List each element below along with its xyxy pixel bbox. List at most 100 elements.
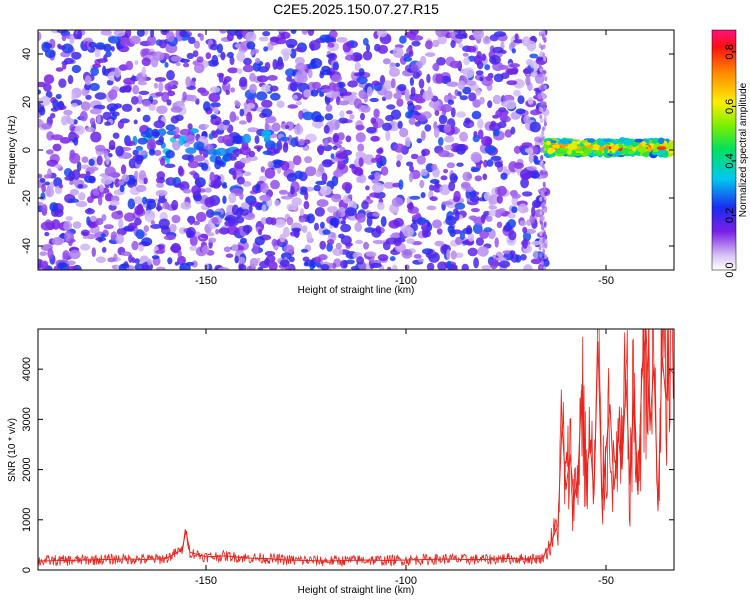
spectrogram-cell <box>225 89 230 96</box>
spectrogram-cell <box>246 102 256 109</box>
spectrogram-cell <box>469 194 480 203</box>
spectrogram-cell <box>278 189 288 195</box>
spectrogram-cell <box>542 248 546 254</box>
spectrogram-cell <box>362 50 373 61</box>
spectrogram-cell <box>490 120 496 127</box>
spectrogram-cell <box>542 167 546 173</box>
spectrogram-cell <box>541 126 545 132</box>
spectrogram-cell <box>131 240 139 251</box>
spectrogram-cell <box>291 227 302 232</box>
spectrogram-cell <box>264 167 276 179</box>
spectrogram-cell <box>345 207 357 217</box>
spectrogram-cell <box>436 228 443 235</box>
spectrogram-cell <box>193 141 205 151</box>
spectrogram-cell <box>541 30 545 34</box>
spectrogram-cell <box>368 174 376 180</box>
spectrogram-cell <box>376 30 388 38</box>
spectrogram-cell <box>280 31 291 39</box>
spectrogram-cell <box>262 30 271 37</box>
spectrogram-cell <box>67 74 74 85</box>
spectrogram-cell <box>216 176 222 181</box>
spectrogram-cell <box>421 223 428 231</box>
spectrogram-x-tick-label: -100 <box>395 275 417 287</box>
spectrogram-cell <box>540 90 544 96</box>
spectrogram-cell <box>46 149 54 155</box>
spectrogram-cell <box>131 96 139 105</box>
spectrogram-cell <box>527 147 534 156</box>
spectrogram-cell <box>459 95 468 101</box>
spectrogram-cell <box>89 108 102 115</box>
spectrogram-cell <box>329 262 334 269</box>
spectrogram-cell <box>440 104 452 113</box>
spectrogram-cell <box>131 257 136 264</box>
spectrogram-cell <box>358 157 364 167</box>
spectrogram-cell <box>585 145 594 149</box>
spectrogram-cell <box>240 202 249 210</box>
spectrogram-cell <box>420 192 426 199</box>
spectrogram-cell <box>259 194 271 202</box>
spectrogram-cell <box>488 209 497 217</box>
spectrogram-cell <box>138 170 147 181</box>
spectrogram-cell <box>438 114 448 125</box>
spectrogram-cell <box>271 159 284 169</box>
spectrogram-cell <box>189 94 197 102</box>
spectrogram-cell <box>218 227 230 235</box>
spectrogram-cell <box>110 46 115 52</box>
spectrogram-cell <box>206 232 215 237</box>
spectrogram-cell <box>151 255 160 260</box>
spectrogram-cell <box>319 240 327 250</box>
spectrogram-cell <box>67 265 79 270</box>
spectrogram-cell <box>215 228 220 235</box>
spectrogram-cell <box>405 111 413 119</box>
spectrogram-cell <box>296 74 308 84</box>
spectrogram-cell <box>492 46 504 54</box>
spectrogram-cell <box>108 140 116 150</box>
spectrogram-cell <box>262 150 273 156</box>
spectrogram-cell <box>510 126 516 135</box>
spectrogram-cell <box>45 91 53 99</box>
spectrogram-cell <box>506 80 518 86</box>
spectrogram-cell <box>301 30 308 35</box>
snr-y-tick-label: 3000 <box>21 407 33 431</box>
spectrogram-cell <box>327 42 335 48</box>
spectrogram-cell <box>84 75 92 86</box>
spectrogram-cell <box>304 156 313 164</box>
spectrogram-cell <box>124 212 135 222</box>
spectrogram-cell <box>227 67 239 74</box>
spectrogram-cell <box>282 142 289 153</box>
spectrogram-cell <box>116 210 123 215</box>
spectrogram-cell <box>92 189 99 194</box>
spectrogram-cell <box>337 159 346 170</box>
spectrogram-cell <box>179 128 192 136</box>
spectrogram-cell <box>399 35 407 44</box>
spectrogram-cell <box>94 92 107 100</box>
spectrogram-cell <box>521 142 533 148</box>
spectrogram-cell <box>203 101 211 112</box>
spectrogram-cell <box>235 101 241 108</box>
spectrogram-cell <box>429 196 438 202</box>
spectrogram-cell <box>171 214 181 224</box>
spectrogram-cell <box>90 131 102 143</box>
spectrogram-cell <box>204 263 210 270</box>
spectrogram-cell <box>69 152 81 164</box>
spectrogram-cell <box>103 43 112 52</box>
spectrogram-cell <box>160 157 166 166</box>
spectrogram-cell <box>603 138 613 142</box>
spectrogram-cell <box>174 183 185 188</box>
snr-y-axis-label: SNR (10 * v/v) <box>7 418 18 482</box>
spectrogram-cell <box>542 201 546 207</box>
spectrogram-cell <box>409 50 414 57</box>
spectrogram-cell <box>242 133 252 144</box>
spectrogram-cell <box>317 145 325 156</box>
spectrogram-cell <box>62 250 70 260</box>
spectrogram-cell <box>409 165 414 173</box>
spectrogram-cell <box>527 97 534 105</box>
spectrogram-cell <box>102 111 112 121</box>
spectrogram-cell <box>95 42 106 50</box>
spectrogram-cell <box>466 45 477 53</box>
spectrogram-cell <box>249 257 259 268</box>
spectrogram-cell <box>230 87 236 93</box>
spectrogram-cell <box>322 229 331 235</box>
spectrogram-cell <box>446 81 459 87</box>
spectrogram-cell <box>339 110 345 119</box>
